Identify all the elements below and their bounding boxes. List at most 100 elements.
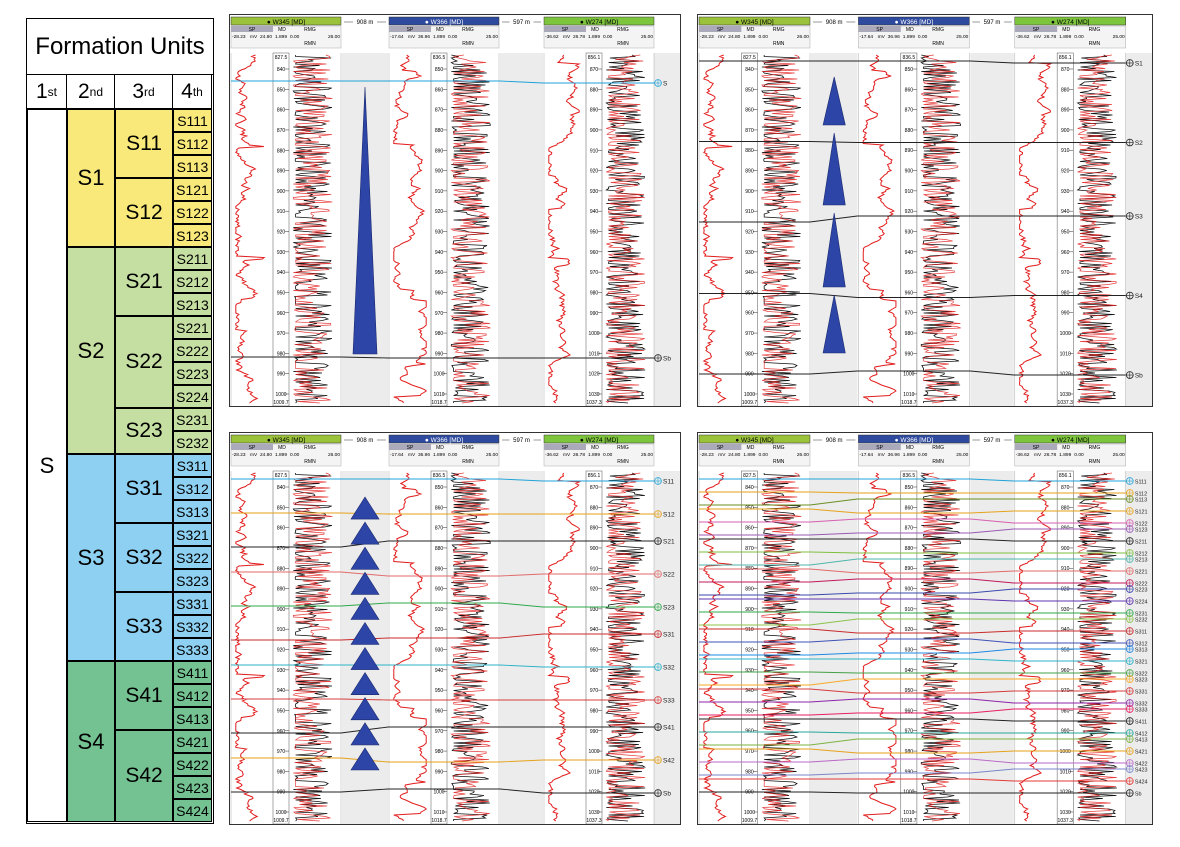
md-track bbox=[272, 52, 290, 406]
well-gap bbox=[500, 471, 543, 824]
sp-header bbox=[544, 444, 586, 450]
well-name: ● W345 [MD] bbox=[735, 437, 774, 444]
marker-line bbox=[699, 215, 1126, 223]
depth-tick-label: 1010 bbox=[433, 810, 444, 816]
fourth-order-unit: S311 bbox=[173, 454, 212, 477]
sp-header bbox=[544, 26, 586, 32]
fourth-order-unit: S123 bbox=[173, 224, 212, 247]
depth-tick-label: 920 bbox=[745, 648, 754, 654]
sp-max: 26.78 bbox=[573, 34, 585, 40]
depth-tick-label: 950 bbox=[590, 648, 599, 654]
fourth-order-unit: S411 bbox=[173, 661, 212, 684]
well-name: ● W274 [MD] bbox=[1051, 437, 1090, 444]
distance-bg bbox=[509, 436, 534, 444]
fourth-order-unit: S321 bbox=[173, 523, 212, 546]
marker-label: S32 bbox=[663, 664, 675, 671]
depth-tick-label: 900 bbox=[745, 189, 754, 195]
sp-curve bbox=[547, 472, 581, 822]
rmg-max: 25.00 bbox=[641, 34, 653, 40]
depth-tick-label: 870 bbox=[745, 128, 754, 134]
sp-curve bbox=[1017, 54, 1053, 404]
marker-label: S333 bbox=[1135, 707, 1148, 713]
md-track bbox=[430, 470, 448, 824]
depth-tick-label: 890 bbox=[277, 169, 286, 175]
depth-tick-label: 920 bbox=[745, 230, 754, 236]
sp-min: -28.23 bbox=[232, 34, 246, 40]
marker-label: S423 bbox=[1135, 767, 1148, 773]
well-name: ● W274 [MD] bbox=[580, 437, 618, 444]
md-scale: 1.899 bbox=[588, 34, 600, 40]
marker-line bbox=[699, 293, 1126, 298]
rmg-max: 25.00 bbox=[641, 452, 653, 458]
sp-max: 36.96 bbox=[418, 452, 430, 458]
depth-tick-label: 960 bbox=[1061, 250, 1070, 256]
rmg-max: 26.00 bbox=[328, 452, 340, 458]
md-label: MD bbox=[1062, 27, 1070, 33]
sp-unit: mV bbox=[563, 34, 571, 40]
sp-curve bbox=[234, 472, 266, 822]
depth-tick-label: 1000 bbox=[744, 810, 755, 816]
depth-tick-label: 930 bbox=[277, 250, 286, 256]
depth-tick-label: 930 bbox=[745, 250, 754, 256]
depth-tick-label: 880 bbox=[1061, 87, 1070, 93]
sp-max: 24.80 bbox=[260, 452, 272, 458]
rmg-max: 26.00 bbox=[797, 34, 809, 40]
sp-min: -28.23 bbox=[700, 452, 714, 458]
marker-gutter bbox=[654, 53, 680, 406]
marker-label: S332 bbox=[1135, 701, 1148, 707]
rmn-label: RMN bbox=[932, 41, 944, 47]
well-header-bar bbox=[388, 434, 500, 444]
marker-label: S31 bbox=[663, 631, 675, 638]
well-top-depth: 836.5 bbox=[903, 473, 916, 479]
well-distance: 597 m bbox=[513, 438, 530, 444]
depth-tick-label: 920 bbox=[590, 587, 599, 593]
well-top-depth: 856.1 bbox=[1059, 473, 1072, 479]
md-label: MD bbox=[906, 27, 914, 33]
sp-unit: mV bbox=[718, 452, 726, 458]
rmg-max: 26.00 bbox=[328, 34, 340, 40]
rmg-min: 0.00 bbox=[603, 34, 613, 40]
third-order-unit: S42 bbox=[115, 730, 173, 822]
sp-max: 26.78 bbox=[1044, 452, 1056, 458]
well-header-bar bbox=[543, 434, 655, 444]
sp-unit: mV bbox=[878, 452, 886, 458]
depth-tick-label: 980 bbox=[745, 769, 754, 775]
marker-line bbox=[231, 80, 654, 84]
rmg-label: RMG bbox=[462, 445, 474, 451]
well-header-bar bbox=[1014, 434, 1127, 444]
rmn-curve bbox=[920, 472, 961, 822]
md-track bbox=[585, 52, 603, 406]
distance-bg bbox=[979, 18, 1005, 26]
md-label: MD bbox=[1062, 445, 1070, 451]
depth-tick-label: 870 bbox=[435, 108, 444, 114]
correlation-panel-2: ● W345 [MD] SP MD RMG -28.23 mV 24.80 1.899 0.00… bbox=[697, 14, 1153, 407]
fourth-order-unit: S122 bbox=[173, 201, 212, 224]
depth-tick-label: 960 bbox=[1061, 668, 1070, 674]
well-header-bar bbox=[698, 16, 811, 26]
well-top-depth: 856.1 bbox=[588, 473, 601, 479]
cycle-triangle bbox=[350, 571, 380, 595]
md-scale: 1.899 bbox=[1059, 452, 1071, 458]
well-name: ● W366 [MD] bbox=[425, 437, 463, 444]
marker-label: S122 bbox=[1135, 521, 1148, 527]
well-bottom-depth: 1009.7 bbox=[742, 818, 758, 824]
depth-tick-label: 940 bbox=[745, 270, 754, 276]
cycle-triangle bbox=[352, 86, 378, 355]
depth-tick-label: 960 bbox=[745, 311, 754, 317]
well-top-depth: 836.5 bbox=[903, 55, 916, 61]
sp-header bbox=[389, 26, 431, 32]
depth-tick-label: 990 bbox=[590, 311, 599, 317]
sp-header bbox=[389, 444, 431, 450]
fourth-order-unit: S221 bbox=[173, 316, 212, 339]
sp-label: SP bbox=[717, 27, 724, 33]
marker-label: S112 bbox=[1135, 491, 1147, 497]
well-name: ● W274 [MD] bbox=[580, 19, 618, 26]
well-distance: 908 m bbox=[357, 438, 374, 444]
depth-tick-label: 920 bbox=[277, 648, 286, 654]
depth-tick-label: 1000 bbox=[1060, 331, 1071, 337]
fourth-order-unit: S323 bbox=[173, 569, 212, 592]
depth-tick-label: 990 bbox=[277, 790, 286, 796]
sp-unit: mV bbox=[1034, 452, 1042, 458]
marker-label: S221 bbox=[1135, 569, 1148, 575]
depth-tick-label: 960 bbox=[590, 250, 599, 256]
